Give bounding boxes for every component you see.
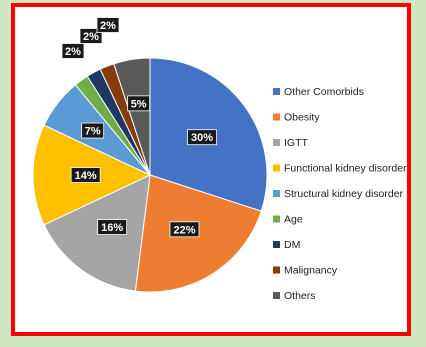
data-label-text: 30% xyxy=(191,132,213,144)
data-label-box xyxy=(79,28,103,44)
data-label-box xyxy=(97,219,128,235)
data-label: 2% xyxy=(96,17,120,33)
data-label: 22% xyxy=(169,221,200,238)
data-label-text: 2% xyxy=(83,31,99,43)
data-label-text: 22% xyxy=(173,224,195,236)
legend-item: Functional kidney disorder xyxy=(273,163,407,175)
legend-label: Age xyxy=(284,214,303,226)
legend-item: DM xyxy=(273,239,300,251)
data-label-box xyxy=(61,43,85,59)
legend-swatch xyxy=(273,215,280,223)
data-label: 2% xyxy=(79,28,103,44)
data-label-box xyxy=(187,129,217,146)
legend-swatch xyxy=(273,266,280,274)
data-label-text: 14% xyxy=(75,170,97,182)
legend-label: Structural kidney disorder xyxy=(284,188,404,200)
data-label-text: 2% xyxy=(65,46,81,58)
data-label: 30% xyxy=(187,129,217,146)
data-label: 7% xyxy=(81,122,105,139)
legend-item: Other Comorbids xyxy=(273,86,364,98)
legend-label: Other Comorbids xyxy=(284,86,364,98)
legend-swatch xyxy=(273,241,280,248)
data-label: 2% xyxy=(61,43,85,59)
legend: Other Comorbids Obesity IGTT Functional kid… xyxy=(273,86,407,302)
data-label-text: 7% xyxy=(85,126,101,138)
pie-slices xyxy=(32,57,268,293)
data-label-box xyxy=(169,221,200,238)
legend-swatch xyxy=(273,113,280,121)
legend-label: DM xyxy=(284,239,300,251)
data-label-box xyxy=(127,95,151,112)
legend-item: Age xyxy=(273,214,303,226)
data-label-text: 5% xyxy=(131,98,147,110)
legend-item: Malignancy xyxy=(273,265,338,277)
pie-slice xyxy=(43,174,151,292)
data-label: 16% xyxy=(97,219,128,235)
data-label: 14% xyxy=(70,167,101,183)
data-label: 5% xyxy=(127,95,151,112)
data-label-text: 16% xyxy=(101,222,123,234)
pie-chart: 30%22%16%14%7%2%2%2%5% Other ComorbidsOb… xyxy=(32,17,407,302)
data-labels: 30%22%16%14%7%2%2%2%5% xyxy=(61,17,217,238)
legend-swatch xyxy=(273,164,280,172)
pie-slice xyxy=(113,57,151,176)
legend-label: IGTT xyxy=(284,137,308,149)
chart-frame: 30% 22% 16% 14% 7% 2% 2% 2% 5% Other Comorbids Ob… xyxy=(11,3,411,336)
legend-swatch xyxy=(273,292,280,299)
legend-swatch xyxy=(273,88,280,95)
legend-item: Others xyxy=(273,290,316,302)
legend-swatch xyxy=(273,190,280,197)
legend-label: Obesity xyxy=(284,112,320,124)
legend-item: IGTT xyxy=(273,137,308,149)
data-label-text: 2% xyxy=(100,20,116,32)
legend-item: Obesity xyxy=(273,112,320,124)
legend-label: Others xyxy=(284,290,316,302)
data-label-box xyxy=(96,17,120,33)
legend-label: Functional kidney disorder xyxy=(284,163,407,175)
data-label-box xyxy=(70,167,101,183)
legend-swatch xyxy=(273,139,280,146)
legend-item: Structural kidney disorder xyxy=(273,188,404,200)
data-label-box xyxy=(81,122,105,139)
legend-label: Malignancy xyxy=(284,265,338,277)
